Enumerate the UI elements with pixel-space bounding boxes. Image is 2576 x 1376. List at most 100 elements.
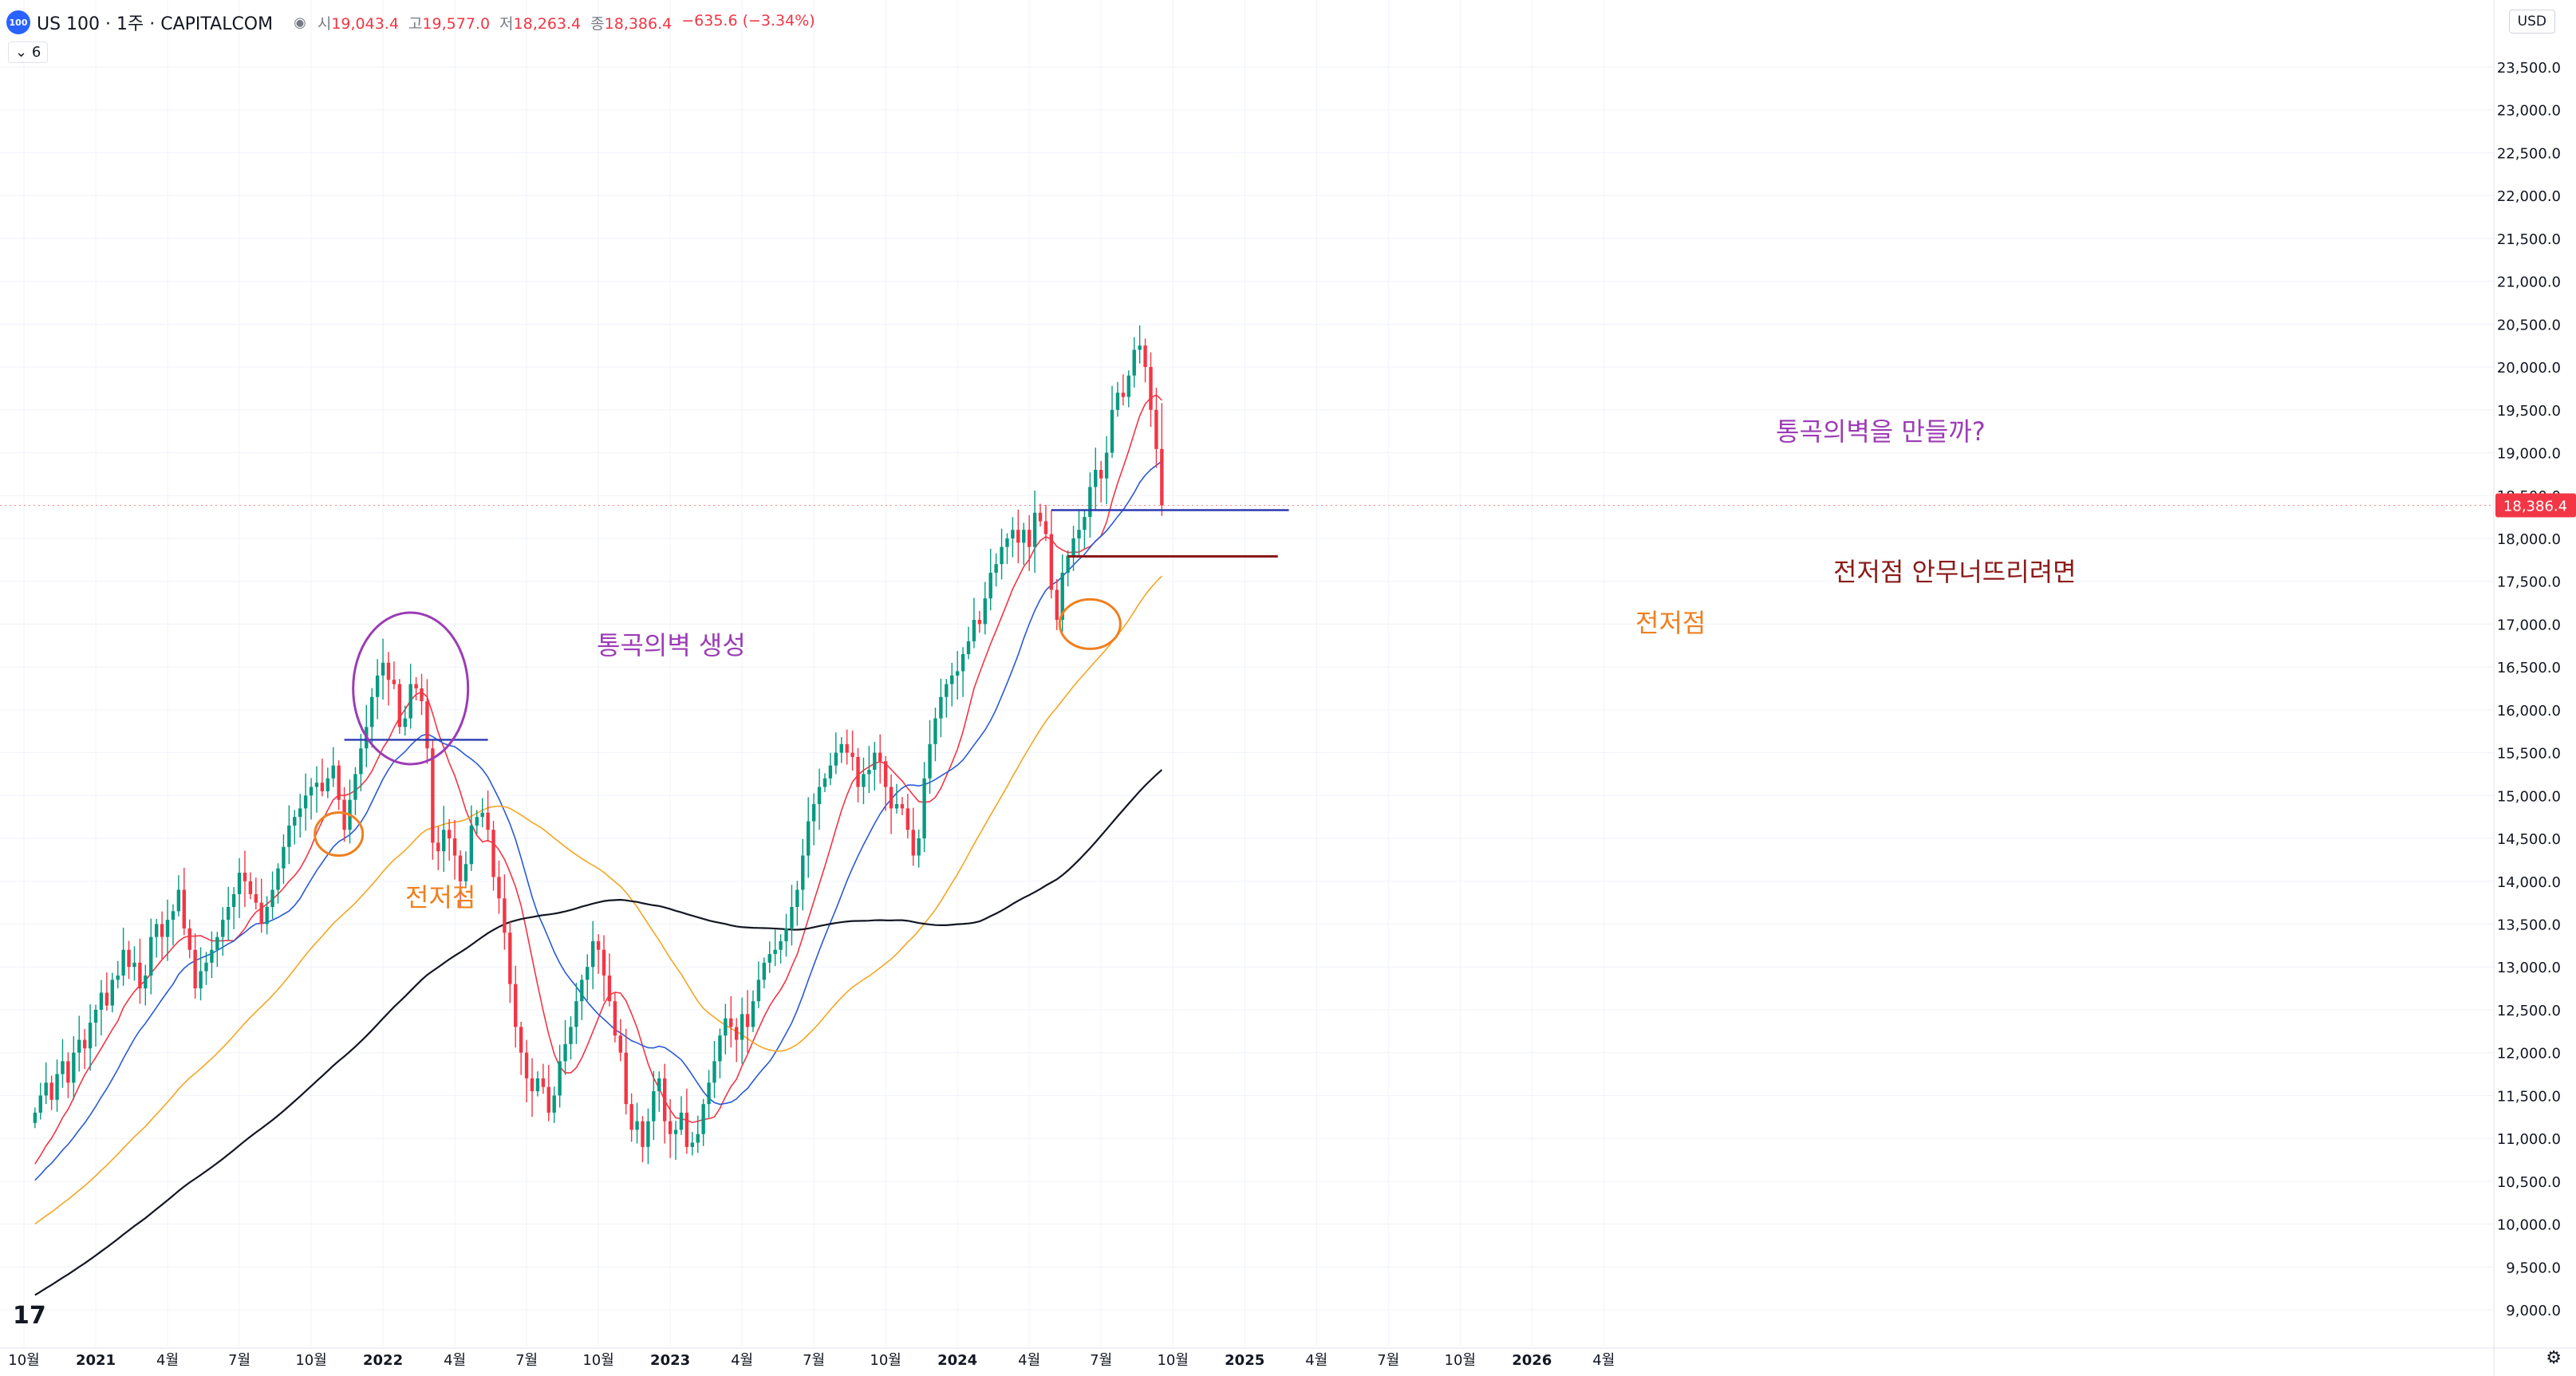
candle-body <box>397 684 402 727</box>
candle-body <box>110 980 114 1006</box>
candle-body <box>629 1104 633 1130</box>
candle-body <box>834 752 838 766</box>
time-tick-label: 2024 <box>937 1352 977 1369</box>
candle-body <box>303 795 308 809</box>
candle-body <box>928 743 932 779</box>
candle-body <box>850 752 854 757</box>
candle-body <box>204 962 208 972</box>
candle-body <box>524 1052 529 1078</box>
candle-body <box>1005 538 1009 547</box>
candle-body <box>657 1078 661 1092</box>
price-tag-bg <box>2495 493 2576 518</box>
candle-body <box>894 804 899 809</box>
candle-body <box>696 1134 700 1143</box>
candle-body <box>641 1121 645 1147</box>
candle-body <box>707 1082 711 1105</box>
candle-body <box>287 825 291 847</box>
candle-body <box>436 842 440 852</box>
candle-body <box>718 1035 722 1062</box>
candle-body <box>1049 534 1054 590</box>
price-tick-label: 20,500.0 <box>2497 317 2561 333</box>
candle-body <box>900 804 905 809</box>
candle-body <box>790 906 794 929</box>
price-tick-label: 22,000.0 <box>2497 188 2561 205</box>
candle-body <box>817 787 822 805</box>
candle-body <box>452 838 457 856</box>
circle-highlight-low-right <box>1058 597 1122 650</box>
candle-body <box>420 688 424 702</box>
annotation-question: 통곡의벽을 만들까? <box>1776 416 1986 447</box>
time-tick-label: 10월 <box>870 1352 901 1369</box>
candle-body <box>187 928 191 950</box>
candle-body <box>1094 470 1098 487</box>
price-tick-label: 15,500.0 <box>2497 746 2561 763</box>
candle-body <box>282 846 286 869</box>
candle-body <box>839 743 843 753</box>
candle-body <box>856 756 860 787</box>
candle-body <box>933 718 937 744</box>
candle-body <box>375 675 380 697</box>
candle-body <box>514 984 518 1027</box>
candle-body <box>447 830 452 839</box>
candle-body <box>917 838 921 856</box>
candle-body <box>613 1001 617 1036</box>
candle-body <box>878 752 882 762</box>
candle-body <box>193 949 197 989</box>
candle-body <box>182 889 186 929</box>
ma-line-50 <box>34 575 1162 1225</box>
candle-body <box>154 924 159 937</box>
candle-body <box>569 1027 573 1044</box>
candle-body <box>226 906 231 921</box>
price-tick-label: 23,000.0 <box>2497 103 2561 120</box>
price-tick-label: 22,500.0 <box>2497 145 2561 162</box>
candle-body <box>668 1121 673 1134</box>
visibility-icon[interactable]: ◉ <box>294 14 306 31</box>
price-tick-label: 11,500.0 <box>2497 1088 2561 1105</box>
symbol-title[interactable]: US 100 · 1주 · CAPITALCOM <box>37 14 274 34</box>
candle-body <box>795 889 799 907</box>
change-value: −635.6 (−3.34%) <box>681 11 815 30</box>
candle-body <box>337 765 341 800</box>
candle-body <box>127 949 131 968</box>
tradingview-logo[interactable]: 17 <box>13 1302 46 1330</box>
candle-body <box>386 662 391 680</box>
candle-body <box>552 1095 556 1113</box>
candle-body <box>121 949 125 976</box>
candle-body <box>72 1052 76 1083</box>
indicators-toggle[interactable]: ⌄ 6 <box>8 41 49 63</box>
candle-body <box>729 1018 733 1027</box>
annotation-low-right: 전저점 <box>1635 608 1706 638</box>
candle-body <box>265 906 269 925</box>
price-tick-label: 19,000.0 <box>2497 446 2561 463</box>
price-axis: 23,500.0 23,000.0 22,500.0 22,000.0 21,500.0… <box>2493 0 2561 1376</box>
candle-body <box>1055 589 1059 621</box>
candle-body <box>370 696 374 727</box>
candle-body <box>624 1052 628 1105</box>
candle-body <box>811 804 816 822</box>
price-tick-label: 12,000.0 <box>2497 1046 2561 1063</box>
time-tick-label: 4월 <box>1305 1352 1327 1369</box>
candle-body <box>503 898 507 933</box>
time-tick-label: 2026 <box>1512 1352 1552 1369</box>
symbol-logo[interactable]: 100 <box>6 10 30 34</box>
candle-body <box>314 783 319 787</box>
candle-body <box>701 1104 705 1134</box>
candle-body <box>972 620 976 641</box>
low-value: 저18,263.4 <box>499 14 582 33</box>
candle-body <box>828 765 833 779</box>
candle-body <box>1011 530 1015 538</box>
chevron-down-icon: ⌄ <box>15 44 28 61</box>
horizontal-lines <box>0 504 2493 741</box>
currency-button[interactable]: USD <box>2508 10 2555 34</box>
candle-body <box>1099 470 1103 479</box>
candle-body <box>535 1078 540 1092</box>
time-tick-label: 7월 <box>228 1352 250 1369</box>
candle-body <box>254 893 258 903</box>
price-tick-label: 9,000.0 <box>2506 1303 2561 1319</box>
gear-icon[interactable]: ⚙ <box>2546 1348 2562 1368</box>
candle-body <box>88 1023 93 1049</box>
candle-body <box>325 778 330 791</box>
candle-body <box>945 684 949 697</box>
candle-body <box>994 564 998 573</box>
